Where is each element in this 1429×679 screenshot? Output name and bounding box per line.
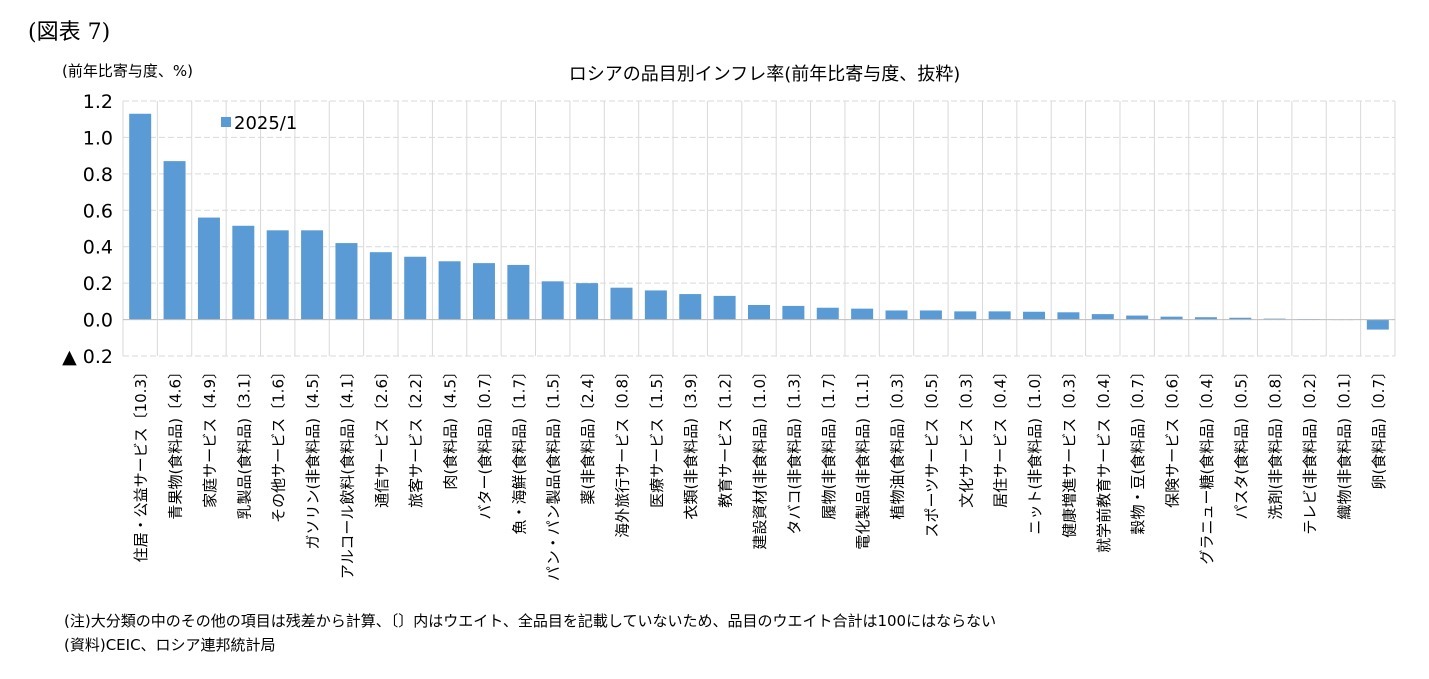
- x-tick-label: その他サービス〔1.6〕: [270, 364, 288, 523]
- bar: [1366, 319, 1389, 330]
- x-tick-label: 医療サービス〔1.5〕: [648, 364, 666, 508]
- x-tick-label: グラニュー糖(食料品)〔0.4〕: [1198, 364, 1216, 565]
- y-tick-label: ▲ 0.2: [62, 346, 113, 368]
- bar: [1160, 316, 1183, 320]
- bar: [472, 263, 495, 320]
- x-tick-label: ガソリン(非食料品)〔4.5〕: [304, 364, 322, 550]
- source-note: (資料)CEIC、ロシア連邦統計局: [64, 636, 276, 654]
- x-tick-label: 洗剤(非食料品)〔0.8〕: [1267, 364, 1285, 520]
- bar: [1023, 311, 1046, 320]
- x-tick-label: 植物油(食料品)〔0.3〕: [889, 364, 907, 520]
- x-tick-label: 織物(非食料品)〔0.1〕: [1335, 364, 1353, 520]
- x-tick-label: 薬(非食料品)〔2.4〕: [579, 364, 597, 505]
- bar: [919, 310, 942, 320]
- bar: [1229, 317, 1252, 320]
- x-tick-label: 乳製品(食料品)〔3.1〕: [235, 364, 253, 520]
- y-tick-label: 0.0: [83, 310, 113, 332]
- x-tick-label: 電化製品(非食料品)〔1.1〕: [854, 364, 872, 550]
- x-tick-label: 衣類(非食料品)〔3.9〕: [682, 364, 700, 520]
- legend-swatch: [221, 117, 231, 127]
- bar: [438, 261, 461, 320]
- bar: [541, 281, 564, 320]
- bar: [851, 308, 874, 320]
- y-axis-label: (前年比寄与度、%): [62, 62, 193, 80]
- bar: [232, 225, 255, 320]
- legend-label: 2025/1: [234, 113, 297, 134]
- x-tick-label: 通信サービス〔2.6〕: [373, 364, 391, 508]
- x-tick-label: 保険サービス〔0.6〕: [1164, 364, 1182, 508]
- y-tick-label: 0.4: [83, 237, 113, 259]
- bar: [816, 307, 839, 320]
- bar: [507, 264, 530, 320]
- bar: [404, 256, 427, 320]
- x-tick-label: パン・パン製品(食料品)〔1.5〕: [545, 364, 563, 581]
- x-tick-label: 文化サービス〔0.3〕: [957, 364, 975, 508]
- x-tick-label: スポーツサービス〔0.5〕: [923, 364, 941, 538]
- x-tick-label: 家庭サービス〔4.9〕: [201, 364, 219, 508]
- x-tick-label: 魚・海鮮(食料品)〔1.7〕: [510, 364, 528, 535]
- x-tick-label: 居住サービス〔0.4〕: [992, 364, 1010, 508]
- y-tick-label: 1.0: [83, 127, 113, 149]
- y-tick-label: 0.6: [83, 200, 113, 222]
- x-tick-label: バター(食料品)〔0.7〕: [476, 364, 494, 520]
- bar: [679, 294, 702, 320]
- bar: [988, 311, 1011, 320]
- x-tick-label: 青果物(食料品)〔4.6〕: [167, 364, 185, 520]
- x-tick-label: アルコール飲料(食料品)〔4.1〕: [338, 364, 356, 579]
- x-tick-label: 就学前教育サービス〔0.4〕: [1095, 364, 1113, 553]
- x-tick-label: 海外旅行サービス〔0.8〕: [613, 364, 631, 538]
- x-tick-label: 建設資材(非食料品)〔1.0〕: [751, 364, 769, 550]
- x-tick-label: 卵(食料品)〔0.7〕: [1370, 364, 1388, 490]
- bar: [129, 113, 152, 320]
- x-tick-label: 健康増進サービス〔0.3〕: [1060, 364, 1078, 538]
- bar: [1194, 317, 1217, 320]
- bar: [197, 217, 220, 320]
- x-tick-label: テレビ(非食料品)〔0.2〕: [1301, 364, 1319, 535]
- bar: [301, 230, 324, 320]
- chart-title: ロシアの品目別インフレ率(前年比寄与度、抜粋): [568, 64, 961, 85]
- x-tick-label: パスタ(食料品)〔0.5〕: [1232, 364, 1250, 520]
- bar: [369, 252, 392, 320]
- bar: [335, 243, 358, 320]
- x-tick-label: ニット(非食料品)〔1.0〕: [1026, 364, 1044, 535]
- bar: [644, 290, 667, 320]
- x-tick-label: 穀物・豆(食料品)〔0.7〕: [1129, 364, 1147, 535]
- x-tick-label: 肉(食料品)〔4.5〕: [442, 364, 460, 490]
- bar: [713, 295, 736, 320]
- bar: [266, 230, 289, 320]
- bar: [610, 287, 633, 320]
- bar: [1126, 315, 1149, 320]
- bar: [576, 283, 599, 320]
- y-tick-label: 1.2: [83, 91, 113, 113]
- y-tick-label: 0.8: [83, 164, 113, 186]
- x-tick-label: タバコ(非食料品)〔1.3〕: [785, 364, 803, 535]
- x-tick-label: 教育サービス〔1.2〕: [717, 364, 735, 508]
- y-tick-label: 0.2: [83, 273, 113, 295]
- bar: [885, 310, 908, 320]
- bar: [1057, 312, 1080, 320]
- x-tick-label: 住居・公益サービス〔10.3〕: [132, 364, 150, 562]
- x-tick-label: 旅客サービス〔2.2〕: [407, 364, 425, 508]
- bar: [782, 305, 805, 320]
- bar: [1091, 314, 1114, 320]
- bar: [748, 305, 770, 320]
- bar: [163, 161, 186, 320]
- bar: [954, 311, 977, 320]
- footnote: (注)大分類の中のその他の項目は残差から計算、〔〕内はウエイト、全品目を記載して…: [64, 612, 997, 630]
- x-tick-label: 履物(非食料品)〔1.7〕: [820, 364, 838, 520]
- figure-label: (図表 7): [28, 20, 111, 45]
